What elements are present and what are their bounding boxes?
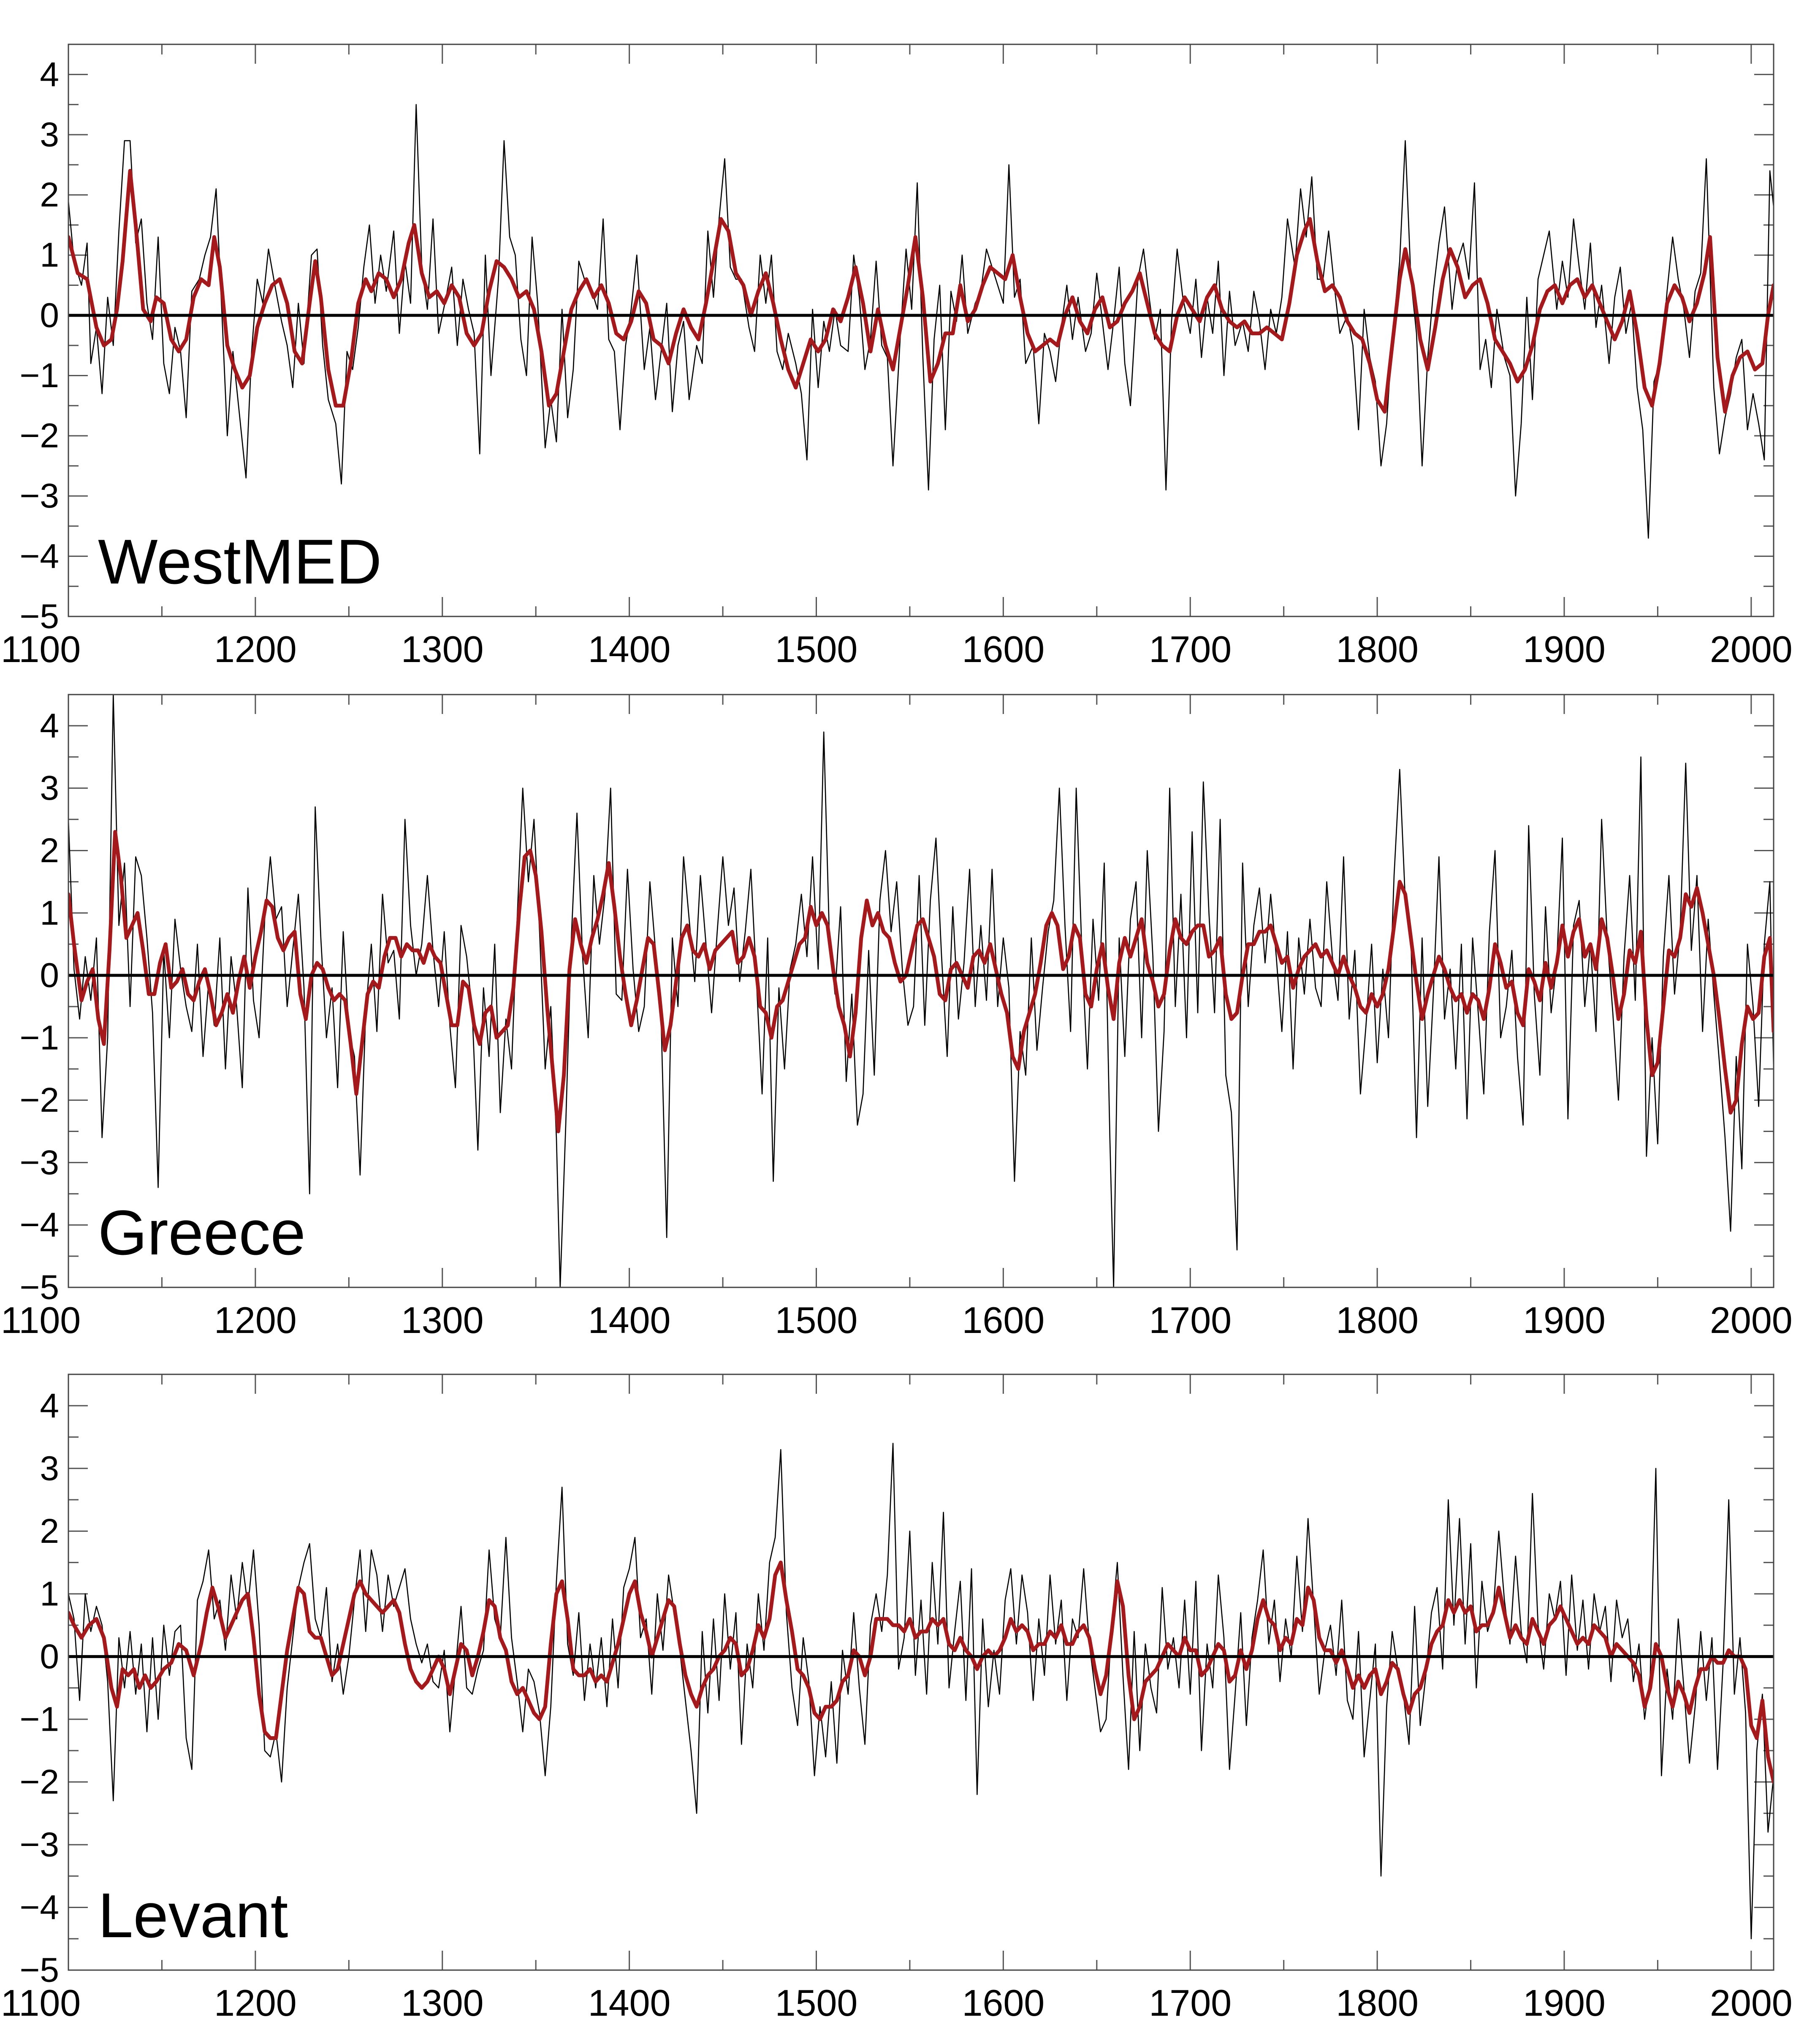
y-tick-label: −5 [20, 1951, 60, 1990]
y-tick-label: −5 [20, 597, 60, 636]
chart-panel-westmed: −5 −4 −3 −2 −1 0 1 2 3 4 1100 1200 1300 1400 1500 1600 1… [1, 43, 1793, 670]
y-tick-label: −4 [20, 1888, 60, 1927]
y-tick-label: 2 [40, 1512, 59, 1550]
y-tick-label: 2 [40, 176, 59, 214]
x-tick-label: 1200 [214, 1299, 297, 1341]
y-tick-label: −3 [20, 1825, 60, 1864]
y-tick-label: 0 [40, 1637, 59, 1676]
y-tick-label: 0 [40, 296, 59, 334]
y-tick-label: −4 [20, 537, 60, 575]
y-tick-label: −1 [20, 1700, 60, 1738]
x-tick-label: 2000 [1710, 1982, 1793, 2024]
x-tick-label: 1600 [962, 1299, 1045, 1341]
x-tick-label: 1500 [775, 628, 858, 670]
annual-series-line [68, 104, 1774, 539]
y-tick-label: −1 [20, 356, 60, 395]
x-tick-label: 1100 [1, 628, 81, 670]
y-tick-label: −2 [20, 1763, 60, 1801]
panel-label: WestMED [98, 526, 382, 597]
chart-panel-greece: −5 −4 −3 −2 −1 0 1 2 3 4 1100 1200 1300 1400 1500 1600 1… [1, 694, 1793, 1341]
x-tick-label: 2000 [1710, 1299, 1793, 1341]
series-group [68, 1443, 1774, 1939]
x-tick-label: 1700 [1149, 1982, 1232, 2024]
smoothed-series-line [68, 169, 1774, 414]
x-tick-label: 1300 [401, 1299, 484, 1341]
x-tick-label: 1100 [1, 1982, 81, 2024]
y-tick-label: 1 [40, 1574, 59, 1613]
plot-frame [68, 43, 1774, 617]
y-tick-label: 4 [40, 1387, 59, 1425]
x-tick-label: 1500 [775, 1299, 858, 1341]
x-tick-label: 1800 [1336, 628, 1419, 670]
x-tick-label: 1400 [588, 628, 671, 670]
y-tick-label: 4 [40, 706, 59, 745]
y-tick-label: −3 [20, 477, 60, 515]
smoothed-series-line [68, 830, 1774, 1133]
x-tick-label: 1800 [1336, 1982, 1419, 2024]
y-tick-label: 1 [40, 236, 59, 274]
x-tick-label: 1900 [1523, 628, 1606, 670]
x-tick-label: 2000 [1710, 628, 1793, 670]
x-tick-label: 1200 [214, 628, 297, 670]
x-tick-label: 1400 [588, 1299, 671, 1341]
x-tick-label: 1800 [1336, 1299, 1419, 1341]
plot-frame [68, 694, 1774, 1288]
smoothed-series-line [68, 1561, 1774, 1784]
y-tick-label: 3 [40, 769, 59, 807]
x-tick-label: 1700 [1149, 1299, 1232, 1341]
x-tick-label: 1600 [962, 628, 1045, 670]
series-group [68, 104, 1774, 539]
x-tick-label: 1200 [214, 1982, 297, 2024]
x-tick-label: 1100 [1, 1299, 81, 1341]
y-tick-label: −2 [20, 417, 60, 455]
y-tick-label: 3 [40, 1449, 59, 1488]
panel-label: Greece [98, 1197, 306, 1268]
y-tick-label: −2 [20, 1081, 60, 1119]
y-tick-label: 1 [40, 894, 59, 932]
x-tick-label: 1400 [588, 1982, 671, 2024]
y-tick-label: 3 [40, 115, 59, 154]
y-tick-label: −3 [20, 1143, 60, 1182]
x-tick-label: 1700 [1149, 628, 1232, 670]
y-tick-label: 0 [40, 956, 59, 995]
y-tick-label: −5 [20, 1268, 60, 1307]
panel-label: Levant [98, 1880, 288, 1951]
x-tick-label: 1300 [401, 628, 484, 670]
plot-frame [68, 1374, 1774, 1971]
x-tick-label: 1900 [1523, 1982, 1606, 2024]
y-tick-label: 4 [40, 55, 59, 94]
y-tick-label: 2 [40, 831, 59, 870]
x-tick-label: 1300 [401, 1982, 484, 2024]
x-tick-label: 1500 [775, 1982, 858, 2024]
y-tick-label: −4 [20, 1206, 60, 1244]
y-tick-label: −1 [20, 1018, 60, 1057]
series-group [68, 695, 1774, 1287]
chart-panel-levant: −5 −4 −3 −2 −1 0 1 2 3 4 1100 1200 1300 1400 1500 1600 1… [1, 1374, 1793, 2024]
x-tick-label: 1900 [1523, 1299, 1606, 1341]
x-tick-label: 1600 [962, 1982, 1045, 2024]
